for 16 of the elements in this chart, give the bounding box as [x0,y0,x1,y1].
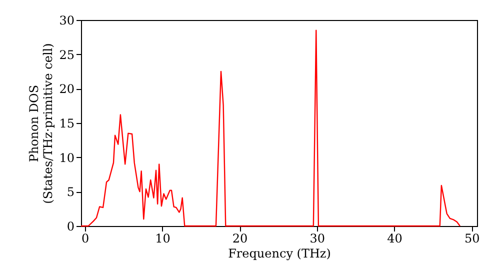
y-tick-label: 20 [59,82,74,96]
y-tick-label: 0 [66,220,74,234]
x-tick-label: 0 [82,232,90,246]
x-axis-title: Frequency (THz) [228,246,331,260]
y-tick-label: 15 [59,116,74,130]
x-tick-label: 40 [387,232,402,246]
y-axis-title: Phonon DOS (States/THz·primitive cell) [27,43,56,204]
y-tick-label: 25 [59,48,74,62]
x-tick-label: 10 [155,232,170,246]
x-tick-label: 30 [310,232,326,246]
x-tick-label: 20 [232,232,248,246]
y-tick-label: 30 [59,14,74,28]
line-series [80,30,461,227]
x-tick-label: 50 [464,232,480,246]
y-tick-label: 5 [66,185,74,200]
y-tick-label: 10 [59,150,74,165]
